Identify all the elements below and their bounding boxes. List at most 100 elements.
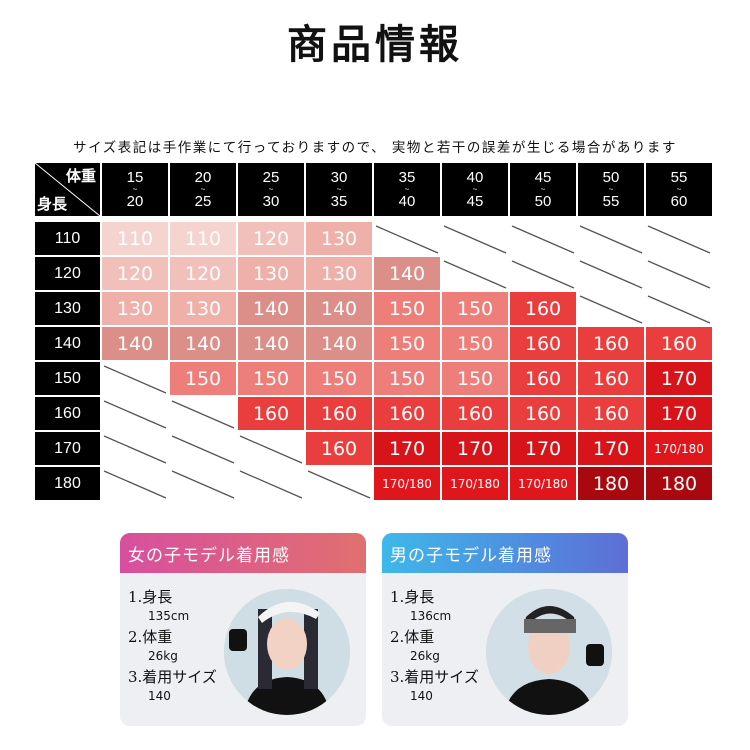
height-row-label: 110 <box>35 222 100 255</box>
size-cell: 160 <box>578 397 644 430</box>
height-axis-label: 身長 <box>37 195 68 213</box>
weight-range-text: 45 <box>534 168 552 186</box>
empty-cell-slash <box>374 222 440 255</box>
size-cell: 160 <box>578 327 644 360</box>
card-title: 男の子モデル着用感 <box>382 533 628 573</box>
height-row-label: 180 <box>35 467 100 500</box>
empty-cell-slash <box>102 432 168 465</box>
size-cell: 150 <box>442 292 508 325</box>
empty-cell-slash <box>646 292 712 325</box>
size-cell: 130 <box>102 292 168 325</box>
empty-cell-slash <box>442 222 508 255</box>
boy-model-card: 男の子モデル着用感 1.身長 136cm 2.体重 26kg 3.着用サイズ 1… <box>382 533 628 726</box>
empty-cell-slash <box>578 257 644 290</box>
size-cell: 160 <box>442 397 508 430</box>
size-cell: 180 <box>646 467 712 500</box>
size-cell: 170/180 <box>646 432 712 465</box>
girl-model-photo <box>224 589 350 715</box>
weight-range-header: 35 ~40 <box>374 163 440 216</box>
weight-range-header: 25 ~30 <box>238 163 304 216</box>
height-row-label: 140 <box>35 327 100 360</box>
size-cell: 110 <box>102 222 168 255</box>
weight-range-text: 40 <box>398 192 416 210</box>
size-cell: 140 <box>306 327 372 360</box>
size-cell: 160 <box>306 397 372 430</box>
weight-label: 2.体重 <box>128 628 173 646</box>
size-cell: 160 <box>238 397 304 430</box>
weight-range-text: 55 <box>670 168 688 186</box>
weight-range-text: 35 <box>398 168 416 186</box>
size-cell: 170 <box>646 362 712 395</box>
weight-label: 2.体重 <box>390 628 435 646</box>
weight-range-text: 50 <box>534 192 552 210</box>
weight-range-text: 35 <box>330 192 348 210</box>
weight-range-text: 50 <box>602 168 620 186</box>
empty-cell-slash <box>510 222 576 255</box>
height-value: 135cm <box>148 609 190 623</box>
height-label: 1.身長 <box>128 588 173 606</box>
size-cell: 140 <box>170 327 236 360</box>
size-cell: 160 <box>510 327 576 360</box>
weight-range-header: 45 ~50 <box>510 163 576 216</box>
weight-range-text: ~ <box>676 184 682 194</box>
size-cell: 120 <box>238 222 304 255</box>
size-cell: 140 <box>306 292 372 325</box>
size-chart: 体重 身長 15 ~20 20 ~25 25 ~30 30 ~35 35 ~40 40 ~45 45 ~50 5… <box>35 163 715 505</box>
weight-range-header: 30 ~35 <box>306 163 372 216</box>
size-cell: 160 <box>510 362 576 395</box>
size-note: サイズ表記は手作業にて行っておりますので、 実物と若干の誤差が生じる場合がありま… <box>73 140 677 156</box>
size-cell: 150 <box>306 362 372 395</box>
size-cell: 130 <box>306 257 372 290</box>
height-row-label: 170 <box>35 432 100 465</box>
size-cell: 160 <box>578 362 644 395</box>
empty-cell-slash <box>646 222 712 255</box>
weight-range-header: 15 ~20 <box>102 163 168 216</box>
weight-range-header: 40 ~45 <box>442 163 508 216</box>
height-label: 1.身長 <box>390 588 435 606</box>
empty-cell-slash <box>102 397 168 430</box>
height-value: 136cm <box>410 609 452 623</box>
empty-cell-slash <box>102 467 168 500</box>
size-cell: 140 <box>238 292 304 325</box>
height-row-label: 130 <box>35 292 100 325</box>
size-cell: 170 <box>578 432 644 465</box>
girl-model-card: 女の子モデル着用感 1.身長 135cm 2.体重 26kg 3.着用サイズ 1… <box>120 533 366 726</box>
size-cell: 170/180 <box>374 467 440 500</box>
height-row-label: 120 <box>35 257 100 290</box>
size-cell: 150 <box>170 362 236 395</box>
weight-range-text: 30 <box>330 168 348 186</box>
size-label: 3.着用サイズ <box>390 668 479 686</box>
size-cell: 130 <box>306 222 372 255</box>
weight-range-text: 15 <box>126 168 144 186</box>
empty-cell-slash <box>578 292 644 325</box>
size-cell: 130 <box>170 292 236 325</box>
size-cell: 150 <box>374 362 440 395</box>
weight-range-header: 50 ~55 <box>578 163 644 216</box>
size-cell: 160 <box>306 432 372 465</box>
size-cell: 130 <box>238 257 304 290</box>
size-label: 3.着用サイズ <box>128 668 217 686</box>
page-title: 商品情報 <box>287 21 463 68</box>
size-cell: 170 <box>374 432 440 465</box>
weight-range-text: 20 <box>194 168 212 186</box>
weight-range-text: ~ <box>472 184 478 194</box>
boy-model-photo <box>486 589 612 715</box>
size-cell: 160 <box>646 327 712 360</box>
size-cell: 150 <box>442 327 508 360</box>
weight-axis-label: 体重 <box>65 167 96 185</box>
size-cell: 120 <box>102 257 168 290</box>
size-cell: 170 <box>646 397 712 430</box>
size-cell: 170/180 <box>442 467 508 500</box>
weight-range-text: 20 <box>126 192 144 210</box>
size-cell: 110 <box>170 222 236 255</box>
size-cell: 140 <box>238 327 304 360</box>
size-cell: 120 <box>170 257 236 290</box>
weight-value: 26kg <box>148 649 178 663</box>
size-cell: 140 <box>374 257 440 290</box>
size-cell: 140 <box>102 327 168 360</box>
size-cell: 170 <box>442 432 508 465</box>
weight-range-text: 60 <box>670 192 688 210</box>
empty-cell-slash <box>102 362 168 395</box>
weight-range-text: ~ <box>268 184 274 194</box>
